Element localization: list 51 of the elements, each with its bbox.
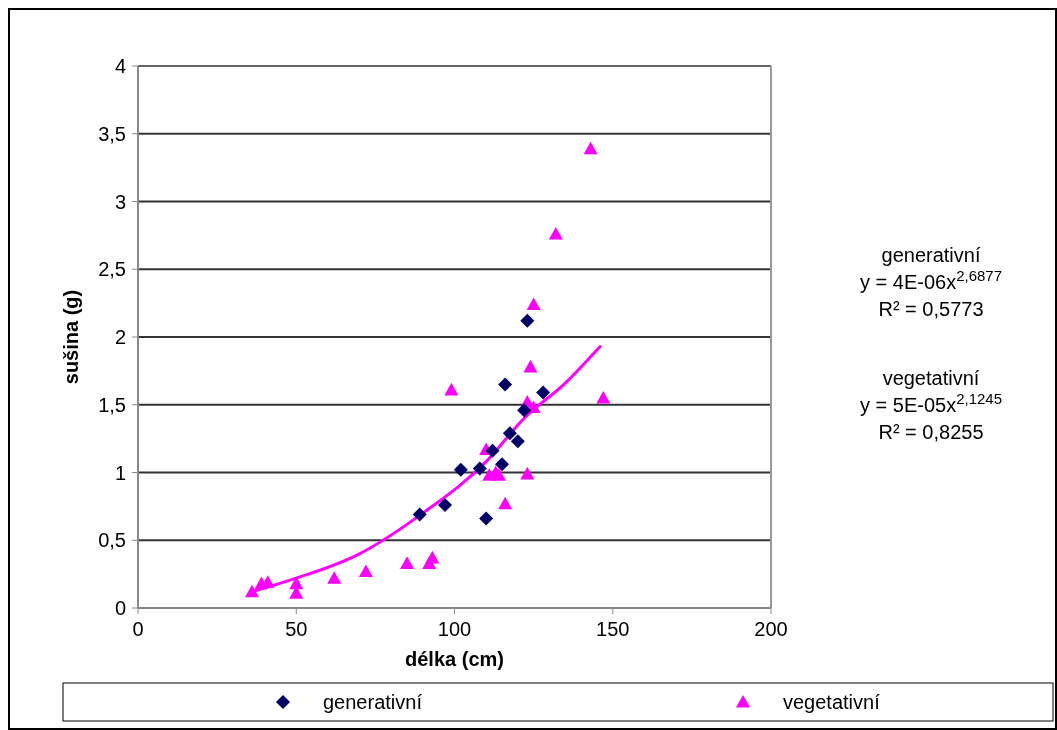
point (536, 385, 551, 400)
point (244, 584, 259, 598)
point (358, 564, 373, 578)
text: R² = 0,8255 (878, 421, 984, 443)
point (583, 141, 598, 155)
point (498, 496, 513, 510)
y-axis-title: sušina (g) (60, 289, 82, 385)
point (472, 461, 487, 476)
y-tick-label: 1,5 (98, 393, 126, 416)
x-tick-label: 150 (596, 618, 630, 640)
point (444, 382, 459, 396)
text: y = 4E-06x$^{2,6877}$ (859, 266, 1003, 293)
legend-label: generativní (323, 691, 423, 713)
y-tick-label: 2,5 (98, 258, 126, 281)
x-tick-label: 200 (754, 618, 788, 640)
y-tick-label: 3,5 (98, 122, 126, 145)
x-axis-title: délka (cm) (405, 648, 504, 670)
y-tick-label: 2 (114, 326, 126, 348)
point (400, 556, 415, 569)
text: y = 5E-05x$^{2,1245}$ (859, 389, 1003, 416)
point (526, 297, 541, 311)
point (438, 498, 453, 513)
x-tick-label: 50 (285, 618, 308, 640)
text: R² = 0,5773 (878, 298, 984, 320)
y-tick-label: 3 (114, 190, 126, 213)
point (485, 443, 500, 458)
y-tick-label: 1 (114, 461, 126, 484)
point (453, 462, 468, 477)
point (425, 550, 440, 564)
y-tick-label: 0 (114, 597, 126, 619)
point (520, 313, 535, 328)
point (517, 403, 532, 418)
y-tick-label: 0,5 (98, 529, 126, 552)
point (520, 466, 535, 480)
point (479, 511, 494, 526)
point (510, 434, 525, 449)
legend-label: vegetativní (783, 691, 881, 713)
point (523, 359, 538, 373)
x-tick-label: 100 (437, 618, 472, 640)
text: vegetativní (882, 367, 980, 389)
point (494, 457, 509, 472)
point (502, 426, 517, 441)
text: generativní (881, 244, 981, 266)
point (327, 571, 342, 584)
point (412, 507, 427, 522)
x-tick-label: 0 (132, 618, 144, 640)
point (596, 390, 611, 404)
point (498, 377, 513, 392)
point (289, 576, 304, 590)
y-tick-label: 4 (114, 55, 126, 77)
point (548, 227, 563, 240)
